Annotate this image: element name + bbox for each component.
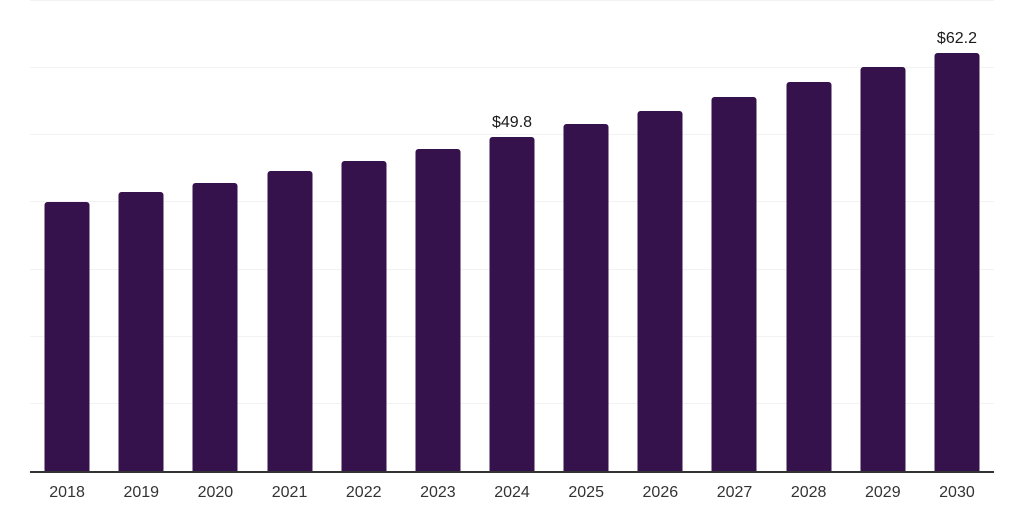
x-tick-label-2028: 2028 xyxy=(790,484,827,501)
x-tick-label-2027: 2027 xyxy=(716,484,753,501)
bar-2023 xyxy=(415,149,461,471)
bar-slot-2022 xyxy=(327,1,401,471)
x-tick-label-2018: 2018 xyxy=(49,484,85,501)
bar-slot-2020 xyxy=(178,1,252,471)
bar-2020 xyxy=(192,182,238,471)
bar-2029 xyxy=(860,67,906,471)
x-tick-label-2024: 2024 xyxy=(494,484,530,501)
bar-slot-2025 xyxy=(549,1,623,471)
bar-slot-2018 xyxy=(30,1,104,471)
x-tick-label-2020: 2020 xyxy=(197,484,234,501)
x-tick-label-2030: 2030 xyxy=(939,484,975,501)
gridline xyxy=(30,134,994,136)
bar-2021 xyxy=(267,170,313,471)
bar-2018 xyxy=(44,201,90,471)
bar-2024 xyxy=(489,136,535,471)
x-tick-label-2019: 2019 xyxy=(123,484,160,501)
bar-2030 xyxy=(934,53,980,471)
bar-slots: $49.8 $62.2 xyxy=(30,1,994,471)
bar-2028 xyxy=(786,82,832,471)
bar-slot-2029 xyxy=(846,1,920,471)
data-label-2024: $49.8 xyxy=(491,113,533,131)
data-label-2030: $62.2 xyxy=(936,30,977,48)
x-tick-label-2022: 2022 xyxy=(345,484,382,501)
x-tick-label-2026: 2026 xyxy=(642,484,679,501)
bar-2027 xyxy=(711,97,757,471)
bar-slot-2024: $49.8 xyxy=(475,1,549,471)
x-tick-label-2029: 2029 xyxy=(865,484,901,501)
gridline xyxy=(30,0,994,1)
bar-slot-2021 xyxy=(252,1,326,471)
bar-slot-2019 xyxy=(104,1,178,471)
bar-2025 xyxy=(563,123,609,471)
x-axis-tick-labels: 2018 2019 2020 2021 2022 2023 2024 2025 2026 2027… xyxy=(30,484,994,502)
bar-slot-2026 xyxy=(623,1,697,471)
bar-slot-2028 xyxy=(772,1,846,471)
bar-slot-2023 xyxy=(401,1,475,471)
x-tick-label-2021: 2021 xyxy=(271,484,308,501)
x-tick-label-2023: 2023 xyxy=(420,484,456,501)
bar-slot-2027 xyxy=(697,1,771,471)
gridline xyxy=(30,67,994,69)
bar-2026 xyxy=(637,111,683,471)
bar-slot-2030: $62.2 xyxy=(920,1,994,471)
bar-2019 xyxy=(118,191,164,471)
x-tick-label-2025: 2025 xyxy=(568,484,604,501)
bar-2022 xyxy=(341,160,387,471)
plot-area: $49.8 $62.2 xyxy=(30,0,994,473)
